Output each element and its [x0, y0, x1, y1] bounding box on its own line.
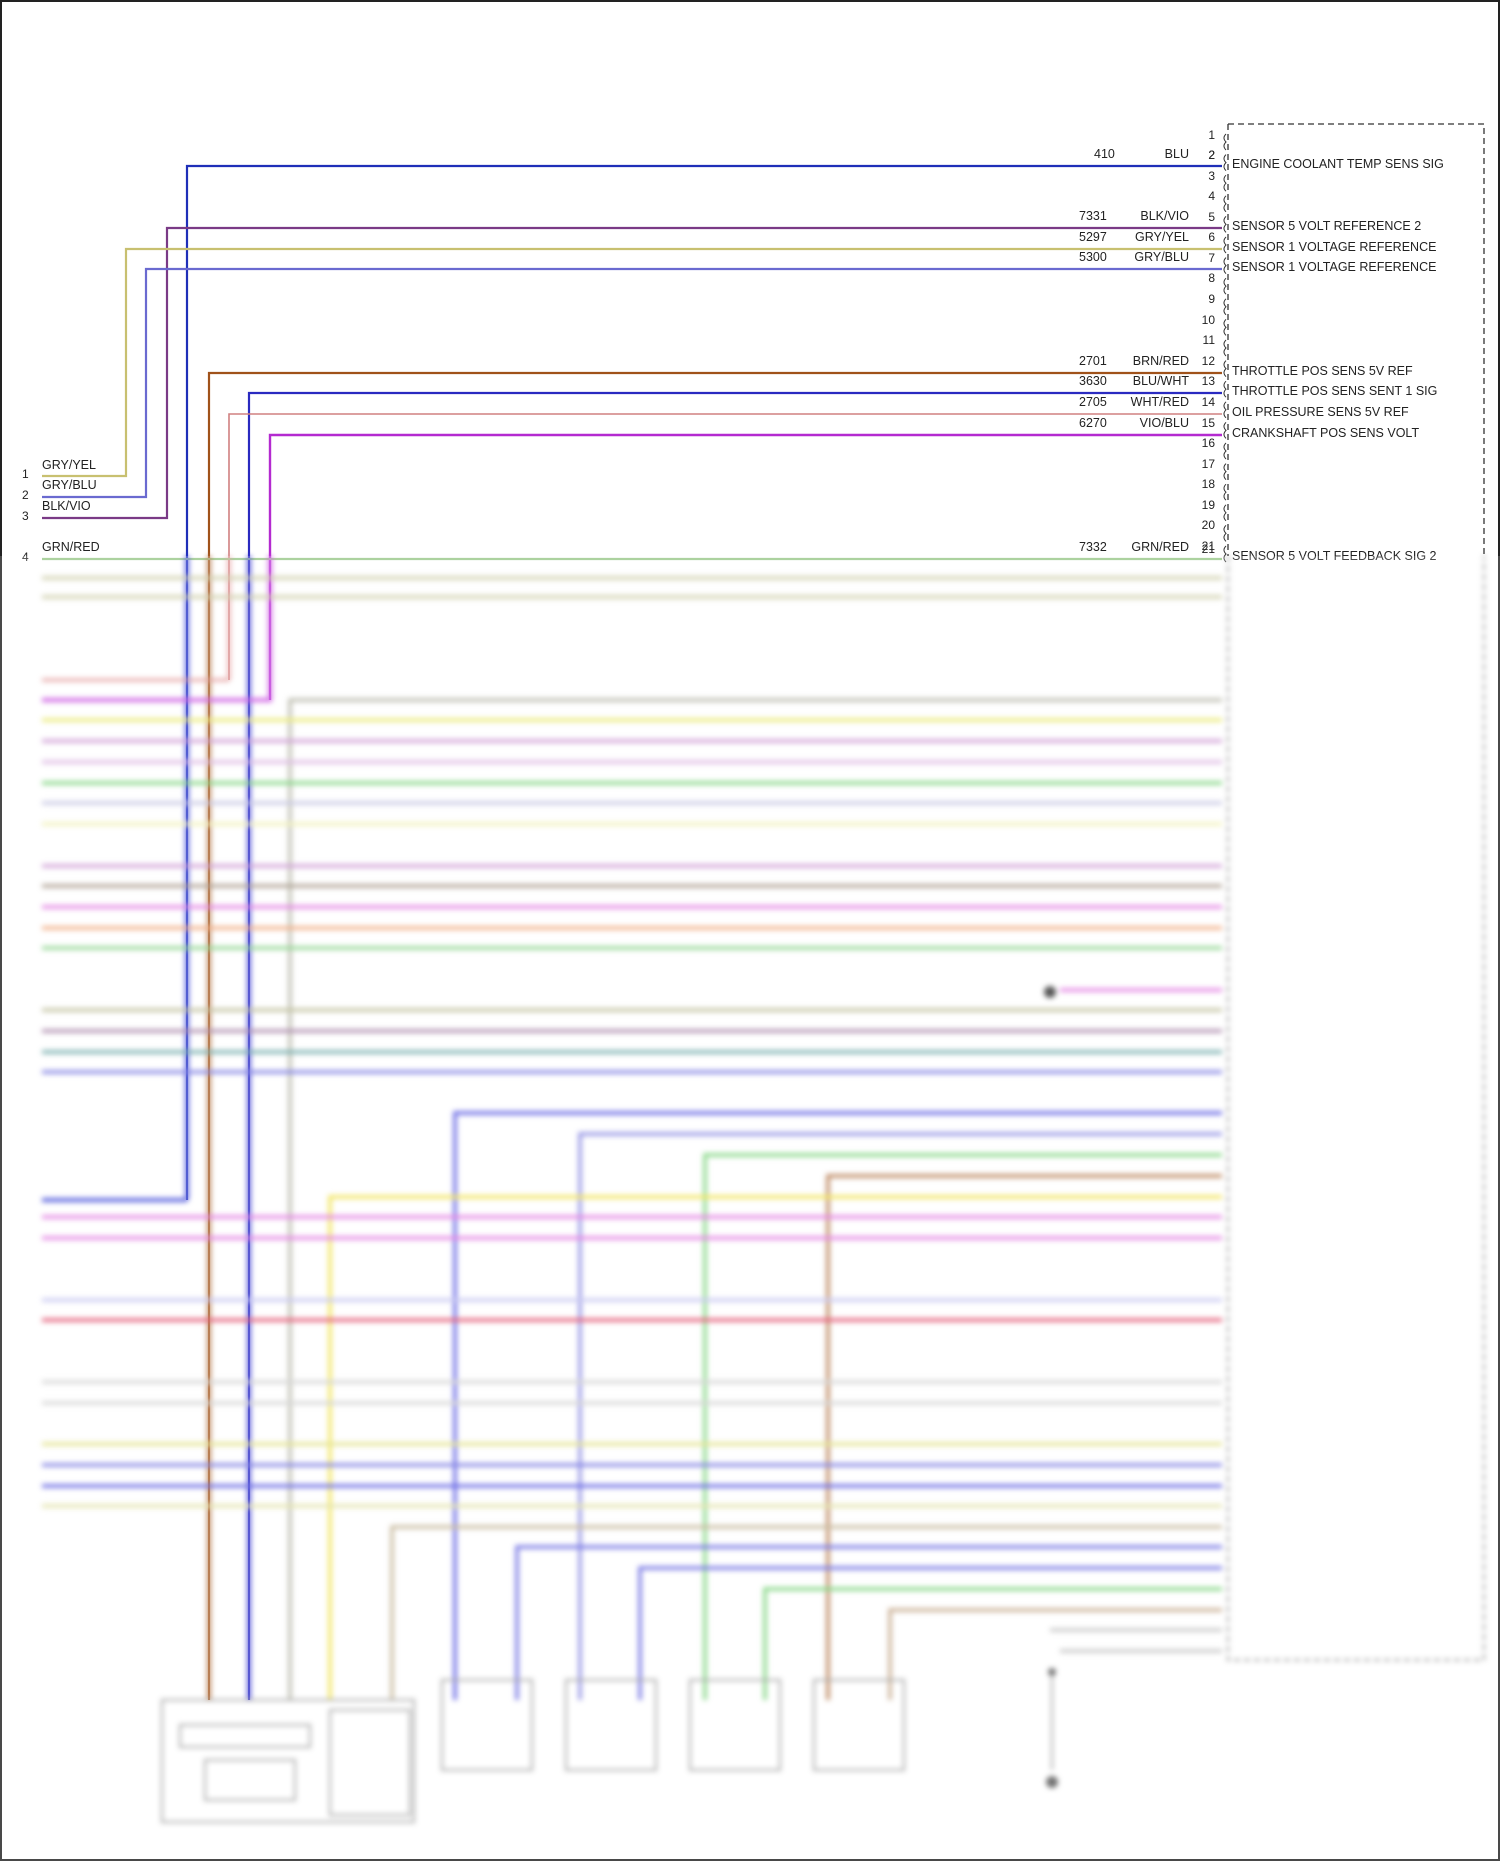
wire-circuit-number: 7332	[1079, 540, 1107, 554]
pin-bracket	[1223, 277, 1227, 295]
ecm-connector-outline	[1228, 123, 1485, 556]
wire-color-label: BLU	[1165, 147, 1189, 161]
wire-pin-15: 6270 VIO/BLU CRANKSHAFT POS SENS VOLT	[268, 416, 1419, 700]
pin-bracket	[1223, 174, 1227, 192]
pin-number: 2	[1208, 148, 1215, 162]
pin-function-label: SENSOR 5 VOLT REFERENCE 2	[1232, 219, 1421, 233]
wire-color-label: WHT/RED	[1131, 395, 1189, 409]
wire-color-label: GRY/BLU	[1134, 250, 1189, 264]
wire-pin-21: 7332 GRN/RED SENSOR 5 VOLT FEEDBACK SIG …	[42, 540, 1437, 563]
pin-number: 10	[1202, 313, 1216, 327]
wire-circuit-number: 2701	[1079, 354, 1107, 368]
pin-function-label: CRANKSHAFT POS SENS VOLT	[1232, 426, 1419, 440]
pin-bracket	[1223, 525, 1227, 542]
pin-bracket	[1223, 298, 1227, 316]
pin-number: 7	[1208, 251, 1215, 265]
wire-color-label: BLU/WHT	[1133, 374, 1190, 388]
pin-function-label: SENSOR 1 VOLTAGE REFERENCE	[1232, 260, 1436, 274]
left-wire-color: GRY/YEL	[42, 458, 96, 472]
blurred-diagram-region	[0, 556, 1500, 1861]
wire-circuit-number: 3630	[1079, 374, 1107, 388]
pin-number: 21	[1202, 542, 1216, 556]
pin-number: 18	[1202, 477, 1216, 491]
wire-circuit-number: 2705	[1079, 395, 1107, 409]
pin-number: 2	[1208, 148, 1215, 162]
pin-number: 12	[1202, 354, 1216, 368]
pin-bracket	[1223, 195, 1227, 213]
pin-bracket	[1223, 504, 1227, 522]
wire-circuit-number: 5297	[1079, 230, 1107, 244]
pin-bracket	[1223, 133, 1227, 151]
pin-bracket	[1223, 545, 1227, 563]
pin-function-label: SENSOR 5 VOLT FEEDBACK SIG 2	[1232, 549, 1437, 563]
wire-color-label: VIO/BLU	[1140, 416, 1189, 430]
pin-number: 21	[1202, 539, 1216, 553]
pin-number: 8	[1208, 271, 1215, 285]
pin-function-label: THROTTLE POS SENS 5V REF	[1232, 364, 1413, 378]
pin-bracket	[1223, 483, 1227, 501]
wire-color-label: GRY/YEL	[1135, 230, 1189, 244]
left-pin-number: 1	[22, 467, 29, 481]
pin-bracket	[1223, 401, 1227, 419]
pin-brackets	[1223, 133, 1227, 563]
wire-color-label: GRN/RED	[1131, 540, 1189, 554]
pin-bracket	[1223, 339, 1227, 357]
wire-pin-6: 5297 GRY/YEL SENSOR 1 VOLTAGE REFERENCE	[42, 230, 1436, 478]
pin-bracket	[1223, 236, 1227, 254]
pin-number: 5	[1208, 210, 1215, 224]
pin-function-label: SENSOR 1 VOLTAGE REFERENCE	[1232, 240, 1436, 254]
left-wire-color: GRN/RED	[42, 540, 100, 554]
pin-number: 14	[1202, 395, 1216, 409]
wire-color-label: BRN/RED	[1133, 354, 1189, 368]
pin-bracket	[1223, 422, 1227, 439]
pin-bracket	[1223, 319, 1227, 336]
pin-bracket	[1223, 216, 1227, 233]
pin-number: 15	[1202, 416, 1216, 430]
pin-number: 3	[1208, 169, 1215, 183]
left-pin-number: 4	[22, 550, 29, 564]
left-pin-number: 3	[22, 509, 29, 523]
left-pin-number: 2	[22, 488, 29, 502]
left-connector: 1 GRY/YEL 2 GRY/BLU 3 BLK/VIO 4 GRN/RED	[22, 458, 100, 564]
pin-number: 13	[1202, 374, 1216, 388]
pin-number: 11	[1203, 333, 1216, 347]
left-wire-color: BLK/VIO	[42, 499, 91, 513]
pin-function-label: THROTTLE POS SENS SENT 1 SIG	[1232, 384, 1437, 398]
pin-number: 17	[1202, 457, 1216, 471]
pin-function-label: ENGINE COOLANT TEMP SENS SIG	[1232, 157, 1444, 171]
wire-pin-7: 5300 GRY/BLU SENSOR 1 VOLTAGE REFERENCE	[42, 250, 1436, 499]
pin-number: 1	[1208, 128, 1215, 142]
pin-bracket	[1223, 463, 1227, 480]
wire-pin-5: 7331 BLK/VIO SENSOR 5 VOLT REFERENCE 2	[42, 209, 1421, 520]
wire-circuit-number: 410	[1094, 147, 1115, 161]
pin-number-column: 1 2 3 4 5 6 7 8 9 10 11 12 13 14 15 16 1…	[1202, 128, 1216, 553]
pin-function-label: OIL PRESSURE SENS 5V REF	[1232, 405, 1409, 419]
wire-circuit-number: 6270	[1079, 416, 1107, 430]
pin-number: 9	[1208, 292, 1215, 306]
pin-bracket	[1223, 380, 1227, 398]
wire-circuit-number: 7331	[1079, 209, 1107, 223]
wire-color-label: BLK/VIO	[1140, 209, 1189, 223]
pin-number: 19	[1202, 498, 1216, 512]
pin-bracket	[1223, 360, 1227, 377]
pin-number: 4	[1208, 189, 1215, 203]
pin-number: 20	[1202, 518, 1216, 532]
pin-number: 16	[1202, 436, 1216, 450]
left-wire-color: GRY/BLU	[42, 478, 97, 492]
pin-bracket	[1223, 257, 1227, 274]
blurred-wiring	[42, 556, 1485, 1823]
pin-number: 6	[1208, 230, 1215, 244]
wire-circuit-number: 5300	[1079, 250, 1107, 264]
pin-bracket	[1223, 154, 1227, 171]
pin-bracket	[1223, 442, 1227, 460]
